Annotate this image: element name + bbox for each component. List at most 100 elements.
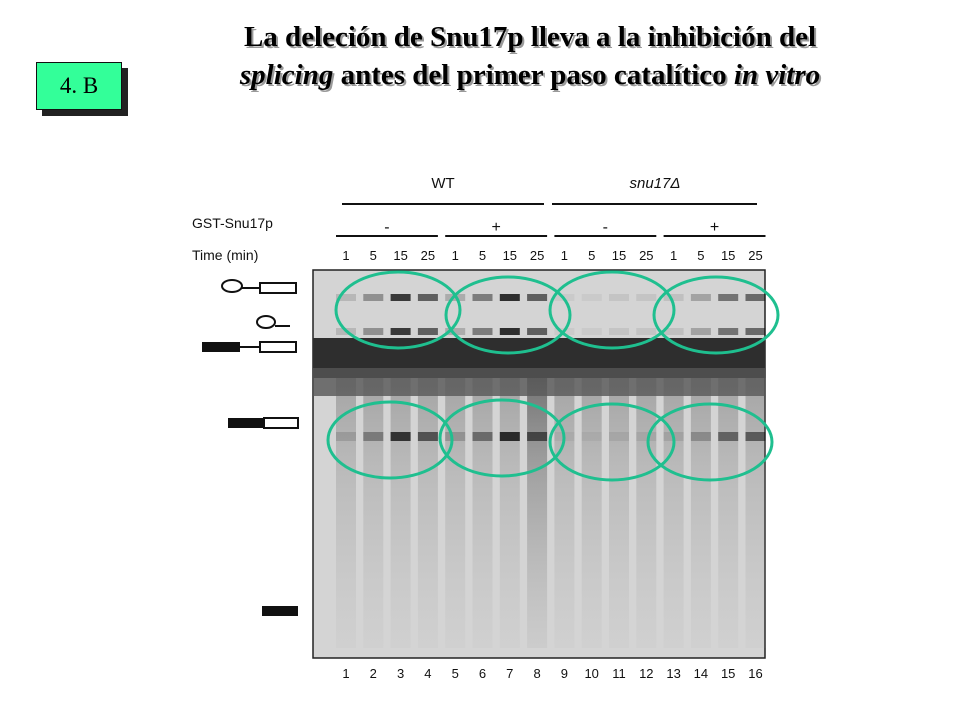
lane-number: 14	[694, 666, 708, 681]
gel-band	[609, 294, 629, 301]
title-line-2: splicing antes del primer paso catalític…	[140, 56, 920, 94]
highlight-circle	[646, 402, 774, 482]
row-label-gst: GST-Snu17p	[192, 215, 273, 231]
lane-smear	[363, 378, 384, 648]
gel-band	[336, 432, 356, 441]
gel-band	[390, 294, 411, 301]
gel-band	[527, 328, 548, 335]
gel-band	[499, 328, 520, 335]
gel-band	[499, 432, 520, 441]
time-label: 25	[421, 248, 435, 263]
slide-number-badge: 4. B	[36, 62, 128, 116]
lane-number: 9	[561, 666, 568, 681]
lane-number: 6	[479, 666, 486, 681]
marker-lariat	[256, 315, 290, 329]
lane-number: 4	[424, 666, 431, 681]
lane-smear	[554, 378, 575, 648]
gel-band	[636, 294, 657, 301]
time-labels: 1 5 15 25 1 5 15 25 1 5 15 25 1 5 15 25	[342, 248, 762, 263]
lane-smear	[745, 378, 766, 648]
time-label: 25	[748, 248, 762, 263]
time-label: 15	[503, 248, 517, 263]
badge-label: 4. B	[36, 62, 122, 110]
gel-band	[581, 432, 602, 441]
lane-smear	[472, 378, 493, 648]
lane-smear	[609, 378, 629, 648]
lane-number: 2	[370, 666, 377, 681]
time-label: 15	[393, 248, 407, 263]
gel-band	[417, 294, 438, 301]
marker-pre-mrna	[202, 341, 297, 353]
gel-band	[472, 432, 493, 441]
lane-smear	[718, 378, 739, 648]
lane-number: 10	[584, 666, 598, 681]
lane-smear	[581, 378, 602, 648]
lane-number: 7	[506, 666, 513, 681]
gel-band	[745, 328, 766, 335]
time-label: 15	[721, 248, 735, 263]
lane-smears	[336, 378, 766, 648]
gel-band	[417, 432, 438, 441]
gel-band	[609, 328, 629, 335]
title-line-1: La deleción de Snu17p lleva a la inhibic…	[243, 21, 817, 53]
highlight-circle	[438, 398, 566, 478]
gel-band	[718, 432, 739, 441]
group-label-wt: WT	[431, 175, 454, 192]
lane-smear	[636, 378, 657, 648]
time-label: 25	[639, 248, 653, 263]
gel-band	[690, 294, 711, 301]
lane-smear	[527, 378, 548, 648]
time-label: 5	[588, 248, 595, 263]
time-label: 5	[370, 248, 377, 263]
lane-smear	[663, 378, 684, 648]
title-emphasis-in-vitro: in vitro	[733, 59, 821, 91]
gst-state-label: -	[603, 219, 608, 236]
lane-number: 1	[342, 666, 349, 681]
gel-band	[718, 328, 739, 335]
gst-state-label: -	[384, 219, 389, 236]
gel-band	[581, 328, 602, 335]
lane-number: 12	[639, 666, 653, 681]
time-label: 1	[561, 248, 568, 263]
gel-band	[417, 328, 438, 335]
lane-number: 3	[397, 666, 404, 681]
row-label-time: Time (min)	[192, 247, 258, 263]
lane-smear	[499, 378, 520, 648]
gel-band	[363, 294, 384, 301]
highlight-circle	[548, 402, 676, 482]
lane-number: 8	[533, 666, 540, 681]
gel-band	[445, 328, 466, 335]
marker-lariat-intermediate	[221, 279, 297, 294]
gel-band	[527, 294, 548, 301]
gel-band	[445, 432, 466, 441]
group-label-snu17: snu17Δ	[630, 175, 681, 192]
lane-number: 5	[452, 666, 459, 681]
lane-number: 11	[612, 666, 626, 681]
lane-number: 15	[721, 666, 735, 681]
gel-band	[472, 294, 493, 301]
highlight-circles	[326, 270, 780, 482]
title-emphasis-splicing: splicing	[239, 59, 334, 91]
highlight-circle	[444, 275, 572, 355]
gel-bands	[336, 294, 766, 441]
gel-panel	[312, 269, 766, 659]
lane-smear	[690, 378, 711, 648]
gel-band	[690, 328, 711, 335]
gel-band	[690, 432, 711, 441]
gel-band	[363, 328, 384, 335]
marker-exon1	[262, 606, 298, 616]
gel-band	[718, 294, 739, 301]
time-label: 1	[342, 248, 349, 263]
time-label: 5	[479, 248, 486, 263]
gel-band	[663, 294, 684, 301]
gel-band	[499, 294, 520, 301]
lane-number: 13	[666, 666, 680, 681]
time-label: 15	[612, 248, 626, 263]
title-line-2-middle: antes del primer paso catalítico	[333, 59, 734, 91]
highlight-circle	[326, 400, 454, 480]
highlight-circle	[334, 270, 462, 350]
gel-band	[636, 328, 657, 335]
time-label: 1	[670, 248, 677, 263]
marker-mrna	[228, 417, 299, 429]
gel-band	[363, 432, 384, 441]
